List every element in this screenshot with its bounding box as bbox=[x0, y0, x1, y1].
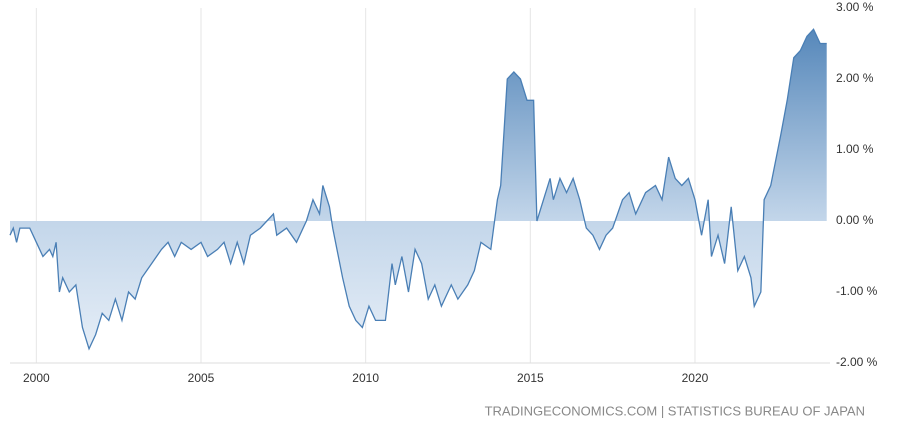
x-tick-label: 2005 bbox=[188, 371, 215, 385]
y-tick-label: 0.00 % bbox=[836, 213, 874, 227]
x-tick-label: 2000 bbox=[23, 371, 50, 385]
y-tick-label: 1.00 % bbox=[836, 142, 874, 156]
area bbox=[10, 29, 827, 349]
y-tick-label: -2.00 % bbox=[836, 355, 878, 369]
source: TRADINGECONOMICS.COM | STATISTICS BUREAU… bbox=[485, 403, 865, 418]
x-tick-label: 2015 bbox=[517, 371, 544, 385]
y-tick-label: 3.00 % bbox=[836, 0, 874, 14]
x-tick-label: 2010 bbox=[352, 371, 379, 385]
y-tick-label: 2.00 % bbox=[836, 71, 874, 85]
line bbox=[9, 28, 827, 351]
y-tick-label: -1.00 % bbox=[836, 284, 878, 298]
x-tick-label: 2020 bbox=[682, 371, 709, 385]
